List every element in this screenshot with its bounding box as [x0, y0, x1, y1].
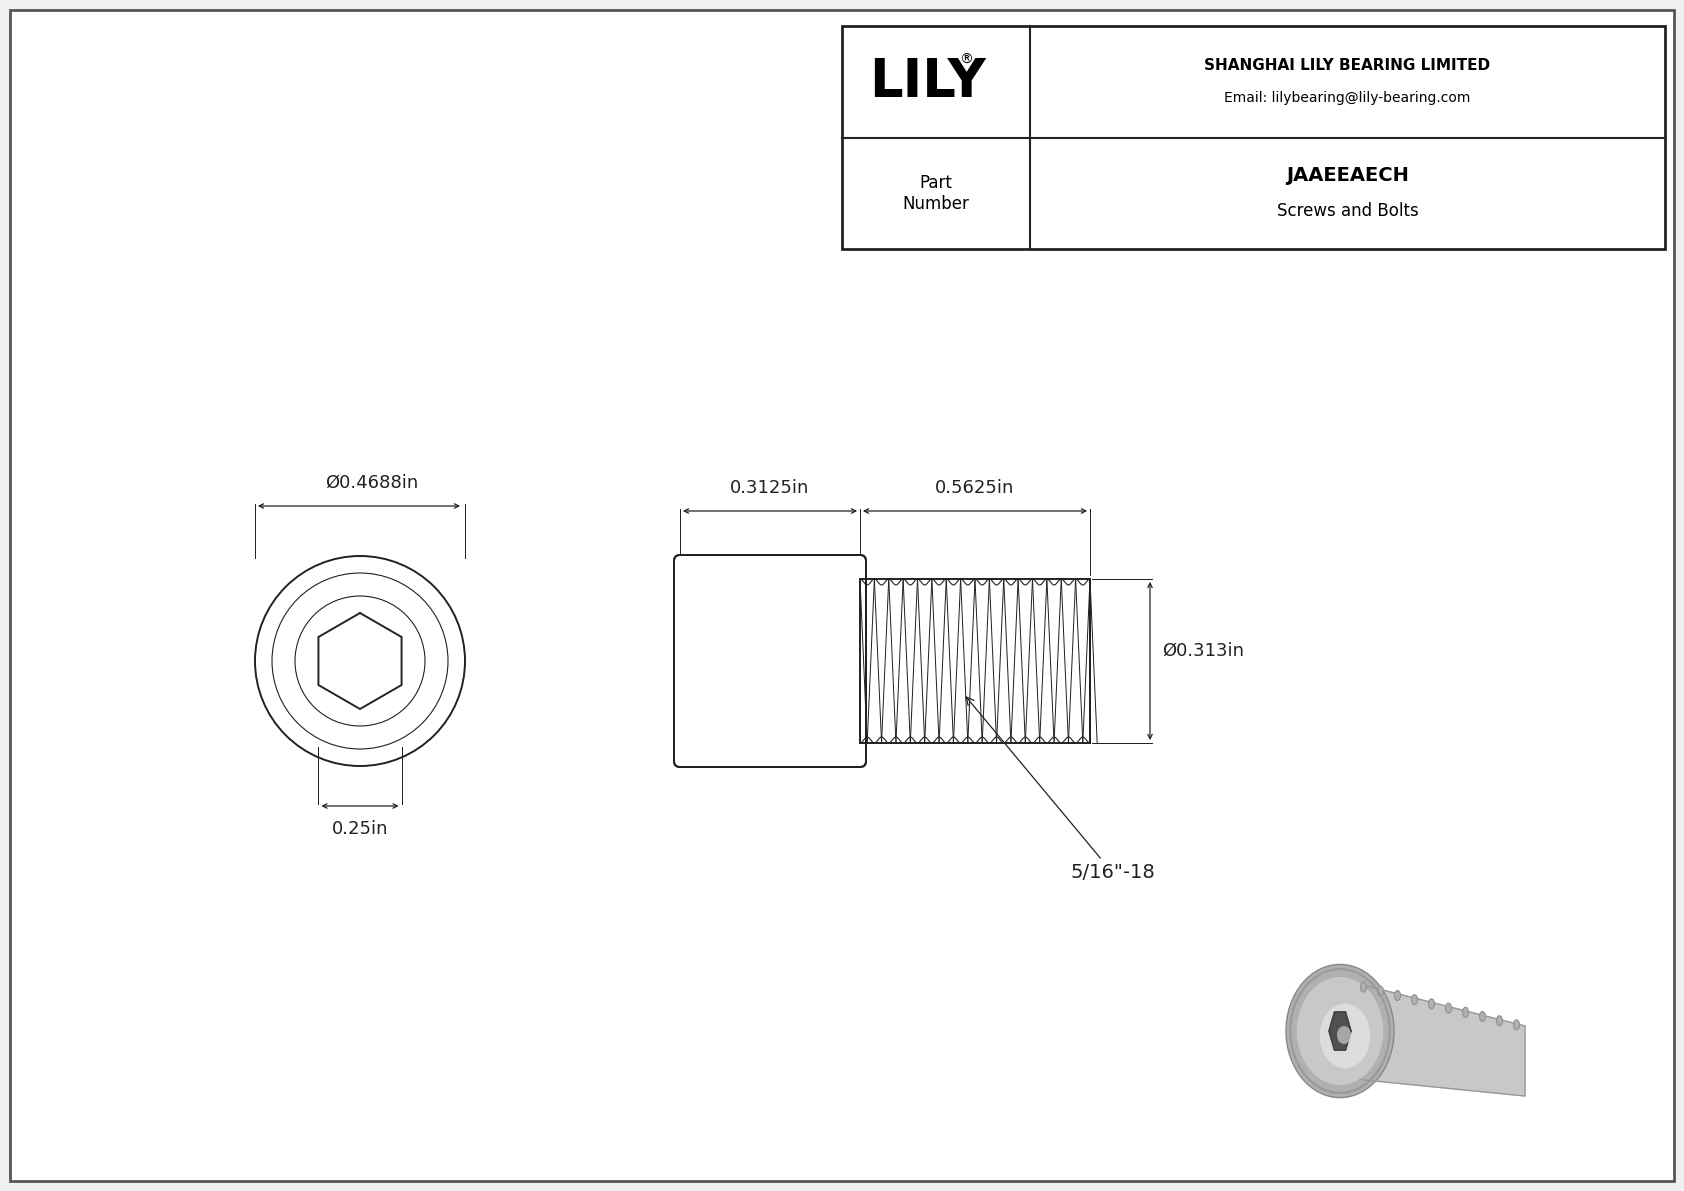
Ellipse shape	[1394, 991, 1401, 1000]
Ellipse shape	[1320, 1004, 1371, 1068]
Ellipse shape	[1411, 994, 1418, 1005]
Text: 0.3125in: 0.3125in	[731, 479, 810, 497]
Text: LILY: LILY	[869, 56, 987, 108]
Text: Part
Number: Part Number	[903, 174, 970, 213]
Ellipse shape	[1480, 1011, 1485, 1022]
Text: JAAEEAECH: JAAEEAECH	[1287, 166, 1410, 185]
Text: 5/16"-18: 5/16"-18	[967, 697, 1155, 883]
Ellipse shape	[1337, 1025, 1351, 1045]
Bar	[680, 561, 861, 761]
Bar	[842, 26, 1665, 249]
Ellipse shape	[1462, 1008, 1468, 1017]
Text: SHANGHAI LILY BEARING LIMITED: SHANGHAI LILY BEARING LIMITED	[1204, 58, 1490, 74]
FancyBboxPatch shape	[674, 555, 866, 767]
Bar	[861, 579, 1090, 743]
Ellipse shape	[1287, 965, 1394, 1098]
Text: 0.25in: 0.25in	[332, 819, 389, 838]
Ellipse shape	[1497, 1016, 1502, 1025]
Ellipse shape	[1297, 977, 1383, 1085]
Ellipse shape	[1378, 986, 1384, 997]
Polygon shape	[1329, 1012, 1351, 1050]
Ellipse shape	[1445, 1003, 1452, 1014]
Text: Ø0.4688in: Ø0.4688in	[325, 474, 419, 492]
Text: 0.5625in: 0.5625in	[935, 479, 1015, 497]
Text: ®: ®	[960, 54, 973, 67]
Ellipse shape	[1361, 983, 1366, 992]
Ellipse shape	[1428, 999, 1435, 1009]
Ellipse shape	[1514, 1019, 1519, 1030]
Bar	[861, 579, 1090, 743]
Polygon shape	[1356, 983, 1526, 1096]
Text: Ø0.313in: Ø0.313in	[1162, 642, 1244, 660]
Text: Screws and Bolts: Screws and Bolts	[1276, 202, 1418, 220]
Text: Email: lilybearing@lily-bearing.com: Email: lilybearing@lily-bearing.com	[1224, 91, 1470, 105]
